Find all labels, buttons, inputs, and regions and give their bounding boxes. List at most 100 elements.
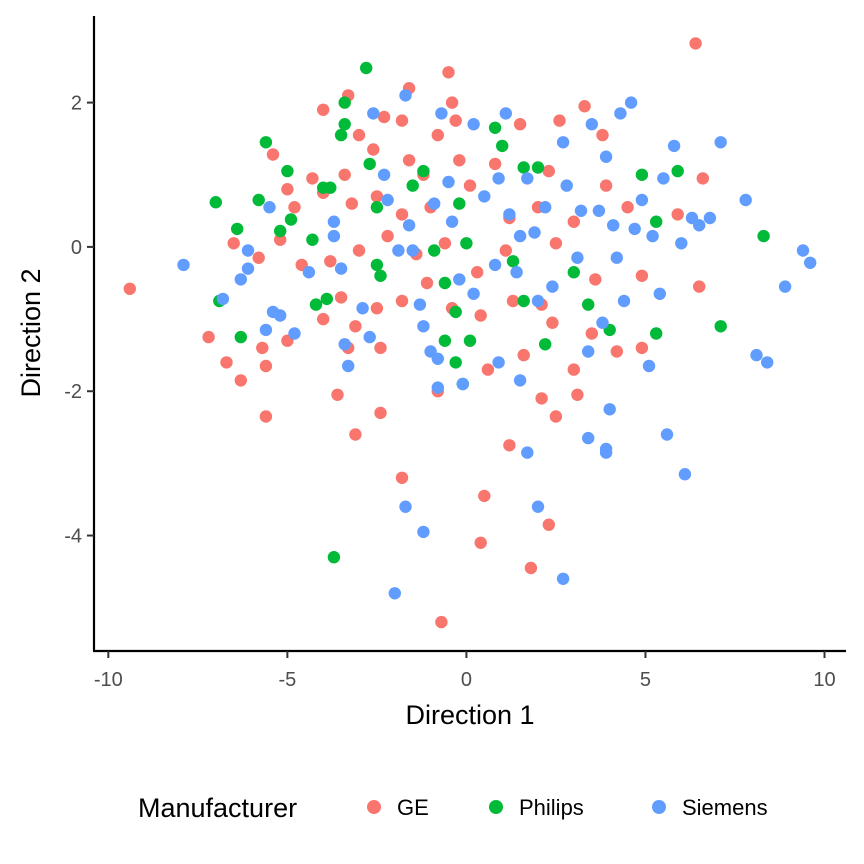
point-siemens-92: [428, 197, 441, 210]
point-siemens-56: [610, 251, 623, 264]
point-philips-19: [231, 222, 244, 236]
point-siemens-30: [453, 273, 466, 286]
point-siemens-28: [442, 175, 455, 189]
point-philips-14: [370, 201, 384, 214]
point-philips-16: [453, 197, 466, 210]
point-siemens-74: [761, 356, 774, 369]
point-ge-1: [123, 282, 136, 295]
point-siemens-21: [406, 244, 419, 257]
point-siemens-60: [628, 222, 641, 236]
y-tick-label-0: -4: [64, 526, 82, 548]
point-siemens-66: [667, 139, 681, 153]
point-siemens-23: [417, 320, 430, 333]
point-ge-77: [481, 363, 495, 376]
point-ge-14: [578, 100, 591, 113]
point-philips-42: [449, 356, 462, 369]
point-ge-5: [317, 103, 330, 117]
point-philips-33: [449, 305, 462, 319]
point-ge-84: [349, 428, 362, 441]
x-axis-title: Direction 1: [405, 700, 534, 730]
point-ge-11: [449, 114, 462, 127]
point-ge-78: [517, 348, 530, 362]
legend-label-ge: GE: [397, 795, 429, 820]
y-tick-label-3: 2: [71, 93, 82, 115]
point-ge-91: [542, 518, 555, 531]
point-ge-28: [288, 201, 301, 214]
point-siemens-81: [417, 525, 430, 539]
point-siemens-6: [259, 323, 273, 337]
point-siemens-73: [750, 348, 763, 362]
point-siemens-76: [796, 244, 810, 257]
point-ge-39: [671, 208, 684, 221]
point-ge-86: [549, 410, 563, 423]
point-siemens-63: [646, 229, 659, 243]
point-ge-53: [635, 269, 649, 282]
point-ge-82: [331, 388, 344, 401]
point-ge-66: [474, 309, 487, 322]
point-siemens-0: [177, 258, 190, 272]
y-axis-title: Direction 2: [16, 268, 46, 397]
point-philips-9: [496, 139, 509, 153]
point-ge-51: [549, 237, 563, 250]
point-siemens-18: [381, 193, 394, 207]
point-philips-18: [531, 161, 545, 174]
point-siemens-19: [399, 89, 412, 102]
legend: Manufacturer GE Philips Siemens: [138, 793, 768, 823]
point-ge-41: [252, 251, 265, 264]
point-philips-8: [488, 121, 502, 134]
point-ge-88: [503, 439, 516, 452]
point-siemens-80: [388, 587, 401, 600]
point-ge-8: [352, 128, 366, 142]
point-ge-34: [463, 179, 477, 192]
point-siemens-51: [585, 118, 598, 131]
point-philips-17: [517, 161, 530, 174]
point-ge-50: [499, 244, 512, 257]
point-ge-60: [334, 291, 348, 304]
point-ge-30: [345, 197, 358, 210]
point-philips-49: [327, 551, 341, 564]
point-siemens-1: [216, 292, 230, 306]
point-ge-85: [535, 392, 548, 405]
point-philips-13: [324, 181, 337, 194]
point-siemens-42: [528, 226, 541, 239]
point-siemens-27: [435, 107, 448, 120]
point-siemens-17: [367, 107, 380, 120]
point-siemens-85: [582, 431, 595, 445]
point-ge-55: [202, 330, 215, 344]
point-siemens-3: [241, 244, 255, 257]
point-ge-31: [370, 190, 384, 203]
point-siemens-12: [334, 262, 348, 275]
y-tick-label-1: -2: [64, 381, 82, 403]
point-siemens-83: [531, 500, 545, 513]
legend-key-philips: [489, 800, 503, 814]
point-ge-26: [696, 172, 709, 185]
point-siemens-48: [571, 251, 584, 264]
point-ge-18: [338, 168, 351, 181]
point-philips-5: [281, 164, 294, 178]
point-ge-13: [553, 114, 566, 127]
point-philips-27: [506, 255, 520, 268]
point-ge-64: [420, 276, 434, 290]
point-siemens-78: [392, 244, 405, 257]
point-siemens-67: [675, 237, 688, 250]
point-siemens-52: [592, 204, 606, 217]
point-ge-15: [596, 128, 609, 142]
point-ge-12: [513, 118, 527, 131]
point-siemens-46: [556, 136, 570, 149]
point-ge-16: [266, 148, 280, 161]
point-siemens-50: [582, 345, 595, 358]
point-siemens-14: [342, 359, 355, 373]
point-philips-48: [650, 215, 663, 228]
point-ge-32: [395, 208, 409, 221]
point-siemens-84: [556, 572, 570, 585]
point-siemens-59: [624, 96, 638, 109]
point-ge-54: [693, 280, 706, 293]
point-siemens-82: [521, 446, 534, 459]
point-siemens-26: [431, 381, 444, 394]
point-philips-10: [209, 196, 222, 209]
point-philips-21: [274, 224, 287, 238]
point-siemens-53: [596, 316, 609, 329]
point-ge-44: [324, 255, 337, 268]
point-siemens-10: [302, 266, 316, 279]
